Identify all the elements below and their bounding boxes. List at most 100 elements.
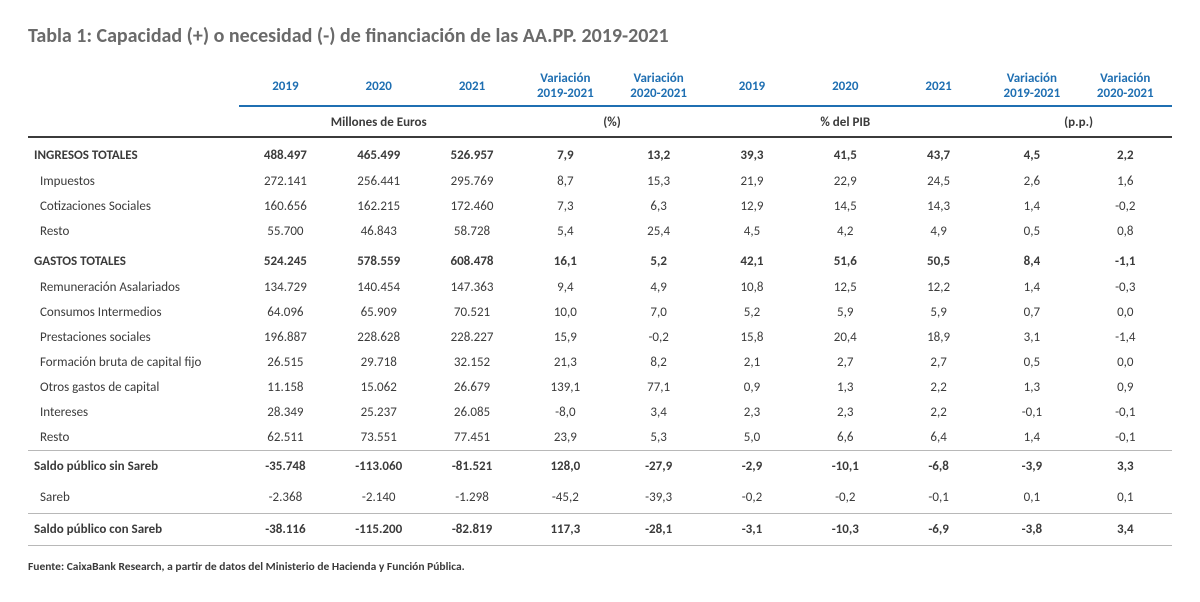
cell: 162.215 [332, 194, 425, 219]
cell: 196.887 [239, 325, 332, 350]
cell: 7,0 [612, 300, 705, 325]
cell: 43,7 [892, 137, 985, 169]
cell: 7,9 [519, 137, 612, 169]
cell: 0,9 [1079, 375, 1172, 400]
cell: 50,5 [892, 244, 985, 275]
cell: 295.769 [425, 169, 518, 194]
cell: 140.454 [332, 275, 425, 300]
hdr-2020-a: 2020 [332, 66, 425, 106]
cell: 21,9 [705, 169, 798, 194]
cell: 73.551 [332, 425, 425, 451]
cell: 1,6 [1079, 169, 1172, 194]
cell: 0,5 [985, 219, 1078, 244]
row-saldo-con-sareb: Saldo público con Sareb -38.116-115.200-… [28, 514, 1172, 546]
cell: 26.085 [425, 400, 518, 425]
cell: 6,3 [612, 194, 705, 219]
cell: -27,9 [612, 451, 705, 483]
cell: -0,2 [612, 325, 705, 350]
cell: 29.718 [332, 350, 425, 375]
cell: 228.227 [425, 325, 518, 350]
cell: 0,0 [1079, 300, 1172, 325]
cell: -1,1 [1079, 244, 1172, 275]
cell: 4,9 [892, 219, 985, 244]
row-ingresos-totales: INGRESOS TOTALES 488.497 465.499 526.957… [28, 137, 1172, 169]
cell: 55.700 [239, 219, 332, 244]
unit-millones: Millones de Euros [239, 106, 519, 137]
unit-pp: (p.p.) [985, 106, 1172, 137]
cell: 42,1 [705, 244, 798, 275]
cell: 32.152 [425, 350, 518, 375]
cell: -6,8 [892, 451, 985, 483]
hdr-2021-b: 2021 [892, 66, 985, 106]
cell: 16,1 [519, 244, 612, 275]
cell: -0,3 [1079, 275, 1172, 300]
table-title: Tabla 1: Capacidad (+) o necesidad (-) d… [28, 24, 1172, 48]
cell: -0,1 [892, 482, 985, 514]
cell: 25,4 [612, 219, 705, 244]
row-sareb: Sareb -2.368-2.140-1.298-45,2-39,3-0,2-0… [28, 482, 1172, 514]
cell: 11.158 [239, 375, 332, 400]
cell: -0,2 [1079, 194, 1172, 219]
cell: 8,7 [519, 169, 612, 194]
cell: 25.237 [332, 400, 425, 425]
header-units: Millones de Euros (%) % del PIB (p.p.) [28, 106, 1172, 137]
cell: 26.679 [425, 375, 518, 400]
cell: 5,4 [519, 219, 612, 244]
cell: 77,1 [612, 375, 705, 400]
cell: 10,0 [519, 300, 612, 325]
cell: 1,4 [985, 425, 1078, 451]
cell-label: Remuneración Asalariados [28, 275, 239, 300]
cell: 2,3 [705, 400, 798, 425]
cell: -0,2 [705, 482, 798, 514]
cell: 26.515 [239, 350, 332, 375]
hdr-2020-b: 2020 [799, 66, 892, 106]
cell: -28,1 [612, 514, 705, 546]
cell: 0,7 [985, 300, 1078, 325]
cell: -1,4 [1079, 325, 1172, 350]
cell: 4,2 [799, 219, 892, 244]
row-intereses: Intereses 28.34925.23726.085-8,03,42,32,… [28, 400, 1172, 425]
cell: 28.349 [239, 400, 332, 425]
cell: 0,1 [985, 482, 1078, 514]
cell: 3,3 [1079, 451, 1172, 483]
cell: 5,9 [892, 300, 985, 325]
cell: 62.511 [239, 425, 332, 451]
cell: 2,2 [1079, 137, 1172, 169]
cell-label: Impuestos [28, 169, 239, 194]
unit-pct: (%) [519, 106, 706, 137]
cell-label: Resto [28, 219, 239, 244]
cell: -82.819 [425, 514, 518, 546]
cell: 15.062 [332, 375, 425, 400]
hdr-var2021-a: Variación 2020-2021 [612, 66, 705, 106]
cell: 5,3 [612, 425, 705, 451]
cell: 5,2 [612, 244, 705, 275]
hdr-2019-a: 2019 [239, 66, 332, 106]
cell: 4,5 [705, 219, 798, 244]
hdr-var1921-b: Variación 2019-2021 [985, 66, 1078, 106]
cell: 256.441 [332, 169, 425, 194]
cell: 8,2 [612, 350, 705, 375]
cell: 2,2 [892, 375, 985, 400]
cell: -0,1 [1079, 400, 1172, 425]
cell: -6,9 [892, 514, 985, 546]
cell: 0,9 [705, 375, 798, 400]
cell: -2.368 [239, 482, 332, 514]
cell: 41,5 [799, 137, 892, 169]
cell: 6,6 [799, 425, 892, 451]
cell: 0,1 [1079, 482, 1172, 514]
cell: 7,3 [519, 194, 612, 219]
cell: 272.141 [239, 169, 332, 194]
cell: 12,2 [892, 275, 985, 300]
source-note: Fuente: CaixaBank Research, a partir de … [28, 560, 1172, 574]
cell: 13,2 [612, 137, 705, 169]
cell: 10,8 [705, 275, 798, 300]
hdr-2019-b: 2019 [705, 66, 798, 106]
cell: 64.096 [239, 300, 332, 325]
cell-label: Formación bruta de capital fijo [28, 350, 239, 375]
cell: 139,1 [519, 375, 612, 400]
cell: 5,2 [705, 300, 798, 325]
cell: 172.460 [425, 194, 518, 219]
cell: 14,5 [799, 194, 892, 219]
cell-label: Prestaciones sociales [28, 325, 239, 350]
cell: 12,9 [705, 194, 798, 219]
